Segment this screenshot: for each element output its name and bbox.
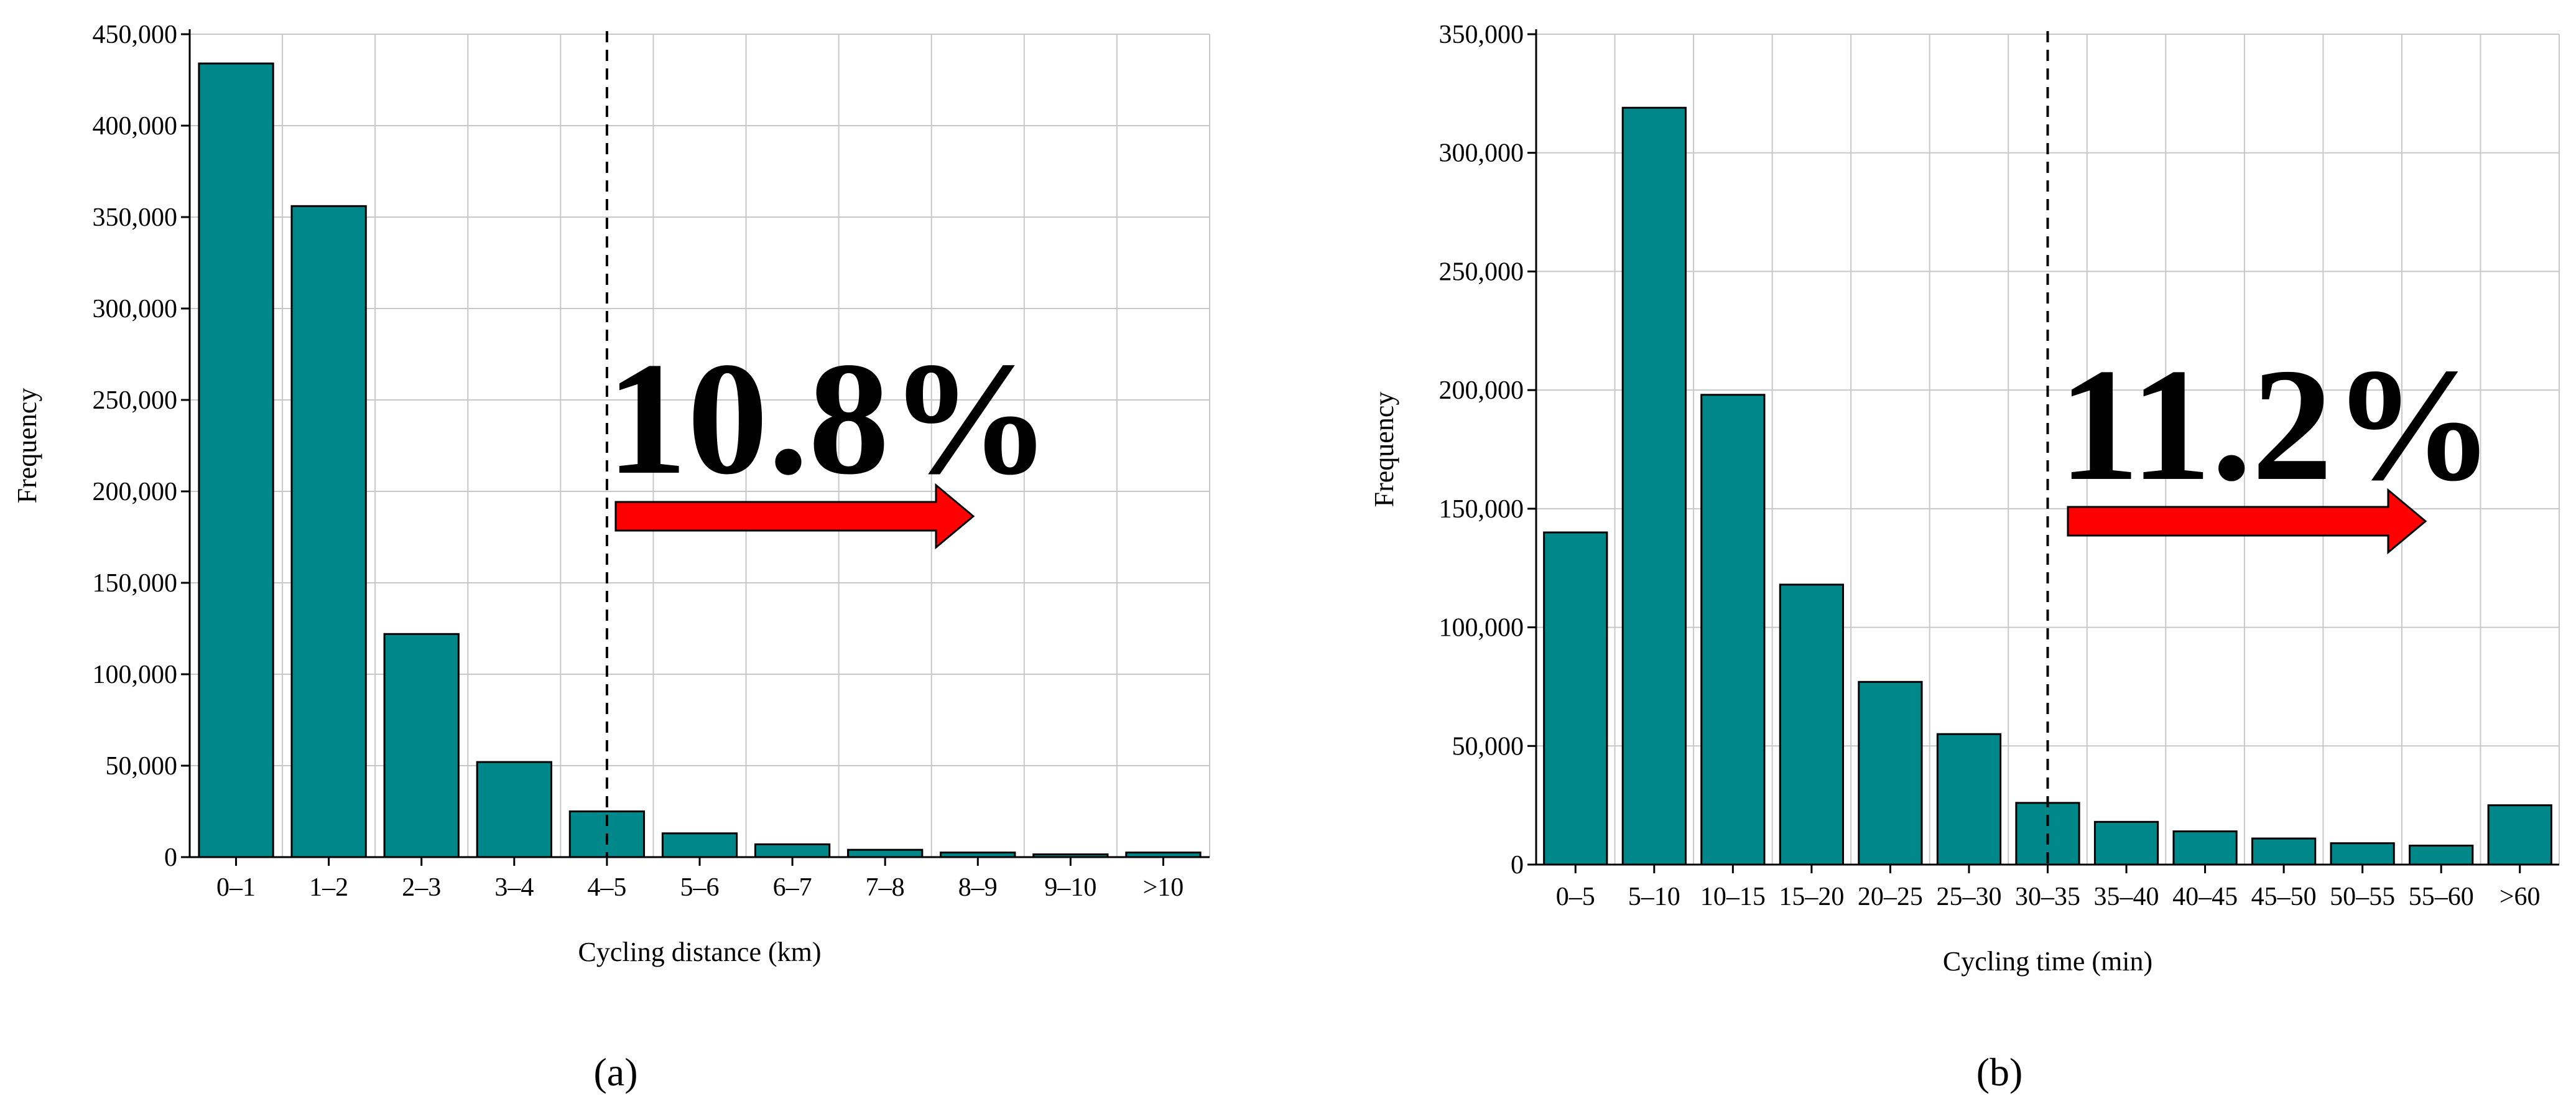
x-tick-label: 15–20	[1779, 883, 1844, 911]
x-tick-label: 8–9	[958, 873, 998, 902]
y-tick-label: 300,000	[93, 295, 178, 323]
x-tick-label: 55–60	[2409, 883, 2474, 911]
x-tick-label: 7–8	[866, 873, 905, 902]
bar	[2251, 837, 2317, 866]
x-tick-label: 1–2	[309, 873, 348, 902]
x-tick-label: 10–15	[1700, 883, 1766, 911]
y-tick-label: 200,000	[1439, 376, 1524, 405]
bar	[2409, 844, 2474, 866]
x-tick-label: 0–1	[216, 873, 256, 902]
bar	[754, 843, 831, 858]
bar	[847, 848, 924, 858]
x-tick-label: 30–35	[2015, 883, 2080, 911]
y-tick-label: 0	[1511, 851, 1524, 880]
bar	[476, 761, 552, 858]
y-axis-title: Frequency	[1369, 392, 1399, 508]
x-tick-label: 25–30	[1936, 883, 2001, 911]
y-tick-label: 50,000	[106, 752, 178, 781]
x-tick-label: 9–10	[1044, 873, 1096, 902]
y-tick-label: 150,000	[93, 569, 178, 598]
x-tick-label: 6–7	[773, 873, 812, 902]
bar	[2487, 804, 2552, 866]
bar	[1621, 106, 1687, 866]
x-tick-label: 40–45	[2172, 883, 2238, 911]
y-tick-label: 0	[164, 843, 177, 872]
y-tick-label: 350,000	[93, 203, 178, 232]
bar	[198, 62, 274, 858]
x-tick-label: 3–4	[494, 873, 534, 902]
x-tick-label: 0–5	[1556, 883, 1595, 911]
bar	[290, 205, 367, 858]
x-tick-label: 5–6	[680, 873, 720, 902]
y-tick-label: 400,000	[93, 112, 178, 141]
y-tick-label: 300,000	[1439, 139, 1524, 168]
bar	[1936, 733, 2002, 866]
panel-label: (b)	[1976, 1050, 2023, 1094]
bar	[1858, 680, 1923, 866]
y-tick-label: 250,000	[93, 386, 178, 415]
bar	[383, 633, 460, 858]
y-tick-label: 450,000	[93, 21, 178, 49]
bar	[661, 832, 738, 858]
y-tick-label: 150,000	[1439, 495, 1524, 524]
x-axis-title: Cycling time (min)	[1943, 946, 2152, 977]
percentage-annotation: 11.2%	[2059, 335, 2495, 514]
y-tick-label: 100,000	[93, 661, 178, 689]
bar	[2172, 830, 2238, 866]
x-tick-label: 4–5	[587, 873, 626, 902]
x-axis-title: Cycling distance (km)	[578, 937, 821, 967]
panel-label: (a)	[593, 1050, 637, 1094]
x-tick-label: 2–3	[402, 873, 441, 902]
bar	[1700, 394, 1766, 866]
bar	[1543, 531, 1608, 866]
x-tick-label: 5–10	[1628, 883, 1680, 911]
x-tick-label: 20–25	[1858, 883, 1923, 911]
right-arrow-icon	[614, 483, 975, 550]
x-tick-label: 45–50	[2251, 883, 2317, 911]
y-tick-label: 50,000	[1452, 732, 1524, 761]
y-tick-label: 250,000	[1439, 258, 1524, 286]
chart-panel-b: 0 50,000 100,000 150,000 200,000 250,000 300,0…	[1369, 21, 2560, 1094]
right-arrow-icon	[2067, 488, 2427, 555]
y-tick-label: 100,000	[1439, 614, 1524, 643]
x-tick-label: 35–40	[2094, 883, 2159, 911]
chart-panel-a: 0 50,000 100,000 150,000 200,000 250,000 300,0…	[12, 21, 1210, 1094]
y-tick-label: 200,000	[93, 478, 178, 506]
bar	[1779, 583, 1845, 866]
bar	[2093, 820, 2159, 866]
percentage-annotation: 10.8%	[606, 329, 1051, 508]
y-axis-title: Frequency	[12, 388, 42, 504]
x-tick-label: >60	[2500, 883, 2541, 911]
x-tick-label: 50–55	[2330, 883, 2395, 911]
x-tick-label: >10	[1143, 873, 1184, 902]
bar	[2330, 842, 2395, 866]
y-tick-label: 350,000	[1439, 21, 1524, 49]
